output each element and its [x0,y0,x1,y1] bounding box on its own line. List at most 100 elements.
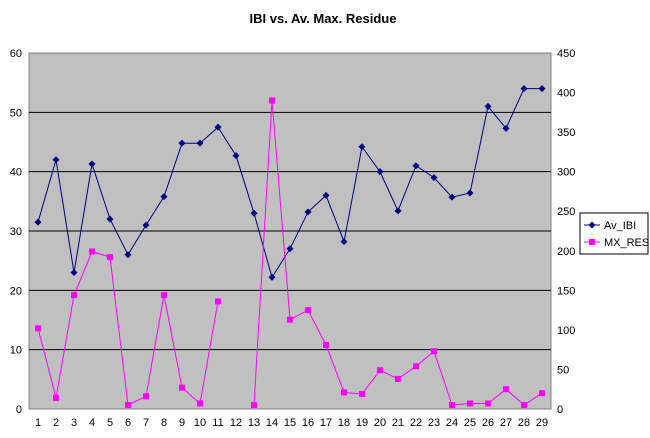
data-point-av-ibi [430,174,438,182]
data-point-mx-res [197,400,203,407]
x-tick-label: 14 [266,417,278,429]
data-point-mx-res [125,402,131,409]
data-point-av-ibi [52,156,60,164]
data-point-av-ibi [214,123,222,131]
x-tick-label: 4 [89,417,95,429]
data-point-mx-res [323,341,329,348]
series-layer [34,85,546,409]
data-point-mx-res [305,307,311,314]
legend-marker-av-ibi [588,221,596,229]
data-point-mx-res [467,400,473,407]
x-tick-label: 2 [53,417,59,429]
data-point-av-ibi [124,251,132,259]
data-point-av-ibi [538,85,546,93]
x-axis-ticks: 1 2 3 4 5 6 7 8 9 10 11 12 13 14 15 16 17 18 19 20 21 22 23 24 2… [35,417,548,429]
data-point-mx-res [143,393,149,400]
x-tick-label: 5 [107,417,113,429]
right-tick-label: 350 [557,127,575,139]
x-tick-label: 18 [338,417,350,429]
data-point-av-ibi [412,162,420,170]
legend: Av_IBI MX_RES [579,212,649,255]
right-axis-ticks: 0 50 100 150 200 250 300 350 400 450 [557,48,575,416]
data-point-av-ibi [502,124,510,132]
data-point-av-ibi [286,245,294,253]
x-tick-label: 9 [179,417,185,429]
data-point-av-ibi [394,207,402,215]
data-point-mx-res [215,298,221,305]
left-axis-ticks: 0 10 20 30 40 50 60 [10,48,22,416]
data-point-av-ibi [268,273,276,281]
legend-label-mx-res: MX_RES [604,237,649,249]
left-tick-label: 20 [10,285,22,297]
right-tick-label: 100 [557,325,575,337]
data-point-av-ibi [106,215,114,223]
chart-title: IBI vs. Av. Max. Residue [250,11,397,26]
x-tick-label: 16 [302,417,314,429]
right-tick-label: 200 [557,246,575,258]
x-tick-label: 11 [212,417,223,429]
data-point-av-ibi [196,139,204,147]
left-tick-label: 40 [10,167,22,179]
x-tick-label: 6 [125,417,131,429]
data-point-av-ibi [160,193,168,201]
data-point-mx-res [53,394,59,401]
x-tick-label: 12 [230,417,242,429]
left-tick-label: 50 [10,107,22,119]
data-point-mx-res [179,384,185,391]
left-tick-label: 0 [16,404,22,416]
x-tick-label: 26 [482,417,494,429]
x-tick-label: 7 [143,417,149,429]
x-tick-label: 13 [248,417,260,429]
data-point-av-ibi [340,238,348,246]
data-point-mx-res [89,248,95,255]
left-tick-label: 10 [10,345,22,357]
data-point-mx-res [71,292,77,299]
data-point-av-ibi [70,269,78,277]
data-point-mx-res [161,292,167,299]
data-point-av-ibi [34,218,42,226]
left-tick-label: 60 [10,48,22,60]
data-point-mx-res [539,390,545,397]
legend-marker-mx-res [589,239,595,245]
x-tick-label: 15 [284,417,296,429]
data-point-av-ibi [88,160,96,168]
right-tick-label: 250 [557,206,575,218]
x-tick-label: 25 [464,417,476,429]
data-point-av-ibi [250,209,258,217]
data-point-mx-res [413,363,419,370]
data-point-av-ibi [322,191,330,199]
data-point-mx-res [341,389,347,396]
left-tick-label: 30 [10,226,22,238]
data-point-mx-res [521,402,527,409]
data-point-mx-res [485,400,491,407]
right-tick-label: 50 [557,364,569,376]
right-tick-label: 450 [557,48,575,60]
right-tick-label: 400 [557,88,575,100]
data-point-mx-res [431,348,437,355]
x-tick-label: 24 [446,417,458,429]
x-tick-label: 22 [410,417,422,429]
data-point-mx-res [377,367,383,374]
data-point-av-ibi [484,102,492,110]
data-point-mx-res [359,390,365,397]
data-point-mx-res [269,97,275,104]
x-tick-label: 21 [392,417,404,429]
data-point-mx-res [395,375,401,382]
legend-box [579,212,649,255]
data-point-av-ibi [520,85,528,93]
right-tick-label: 300 [557,167,575,179]
x-tick-label: 20 [374,417,386,429]
x-tick-label: 19 [356,417,368,429]
data-point-mx-res [503,386,509,393]
data-point-av-ibi [466,189,474,197]
data-point-av-ibi [142,221,150,229]
data-point-av-ibi [376,168,384,176]
x-tick-label: 29 [536,417,548,429]
data-point-av-ibi [178,139,186,147]
x-tick-label: 27 [500,417,512,429]
x-tick-label: 10 [194,417,206,429]
right-tick-label: 0 [557,404,563,416]
x-tick-label: 23 [428,417,440,429]
legend-label-av-ibi: Av_IBI [604,220,636,232]
